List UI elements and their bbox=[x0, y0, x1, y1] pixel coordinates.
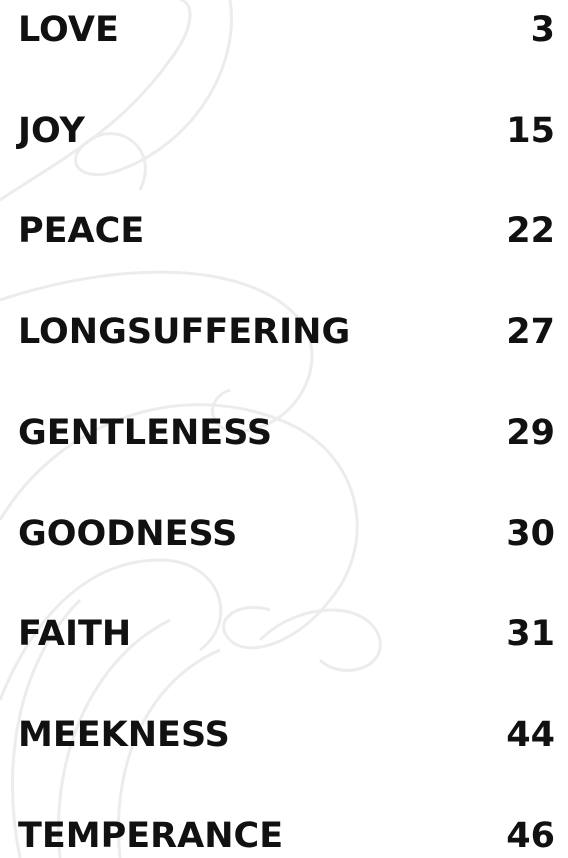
entry-page: 15 bbox=[506, 109, 555, 153]
entry-title: GOODNESS bbox=[18, 512, 237, 556]
entry-page: 30 bbox=[506, 512, 555, 556]
entry-page: 29 bbox=[506, 411, 555, 455]
entry-page: 31 bbox=[506, 612, 555, 656]
entry-page: 44 bbox=[506, 713, 555, 757]
toc-entry: JOY 15 bbox=[18, 109, 555, 153]
entry-page: 3 bbox=[531, 8, 555, 52]
toc-entry: GENTLENESS 29 bbox=[18, 411, 555, 455]
entry-title: MEEKNESS bbox=[18, 713, 230, 757]
toc-entry: MEEKNESS 44 bbox=[18, 713, 555, 757]
entry-title: LONGSUFFERING bbox=[18, 310, 350, 354]
entry-page: 46 bbox=[506, 814, 555, 858]
entry-title: LOVE bbox=[18, 8, 119, 52]
entry-title: TEMPERANCE bbox=[18, 814, 283, 858]
toc-entry: LONGSUFFERING 27 bbox=[18, 310, 555, 354]
entry-page: 22 bbox=[506, 209, 555, 253]
entry-title: FAITH bbox=[18, 612, 131, 656]
entry-title: GENTLENESS bbox=[18, 411, 272, 455]
toc-page: LOVE 3 JOY 15 PEACE 22 LONGSUFFERING 27 GENTLENE… bbox=[0, 0, 568, 858]
entry-page: 27 bbox=[506, 310, 555, 354]
toc-entry: TEMPERANCE 46 bbox=[18, 814, 555, 858]
entry-title: JOY bbox=[18, 109, 85, 153]
toc-entry: FAITH 31 bbox=[18, 612, 555, 656]
toc-entry: GOODNESS 30 bbox=[18, 512, 555, 556]
toc-entry: PEACE 22 bbox=[18, 209, 555, 253]
entry-title: PEACE bbox=[18, 209, 144, 253]
toc-entry: LOVE 3 bbox=[18, 8, 555, 52]
